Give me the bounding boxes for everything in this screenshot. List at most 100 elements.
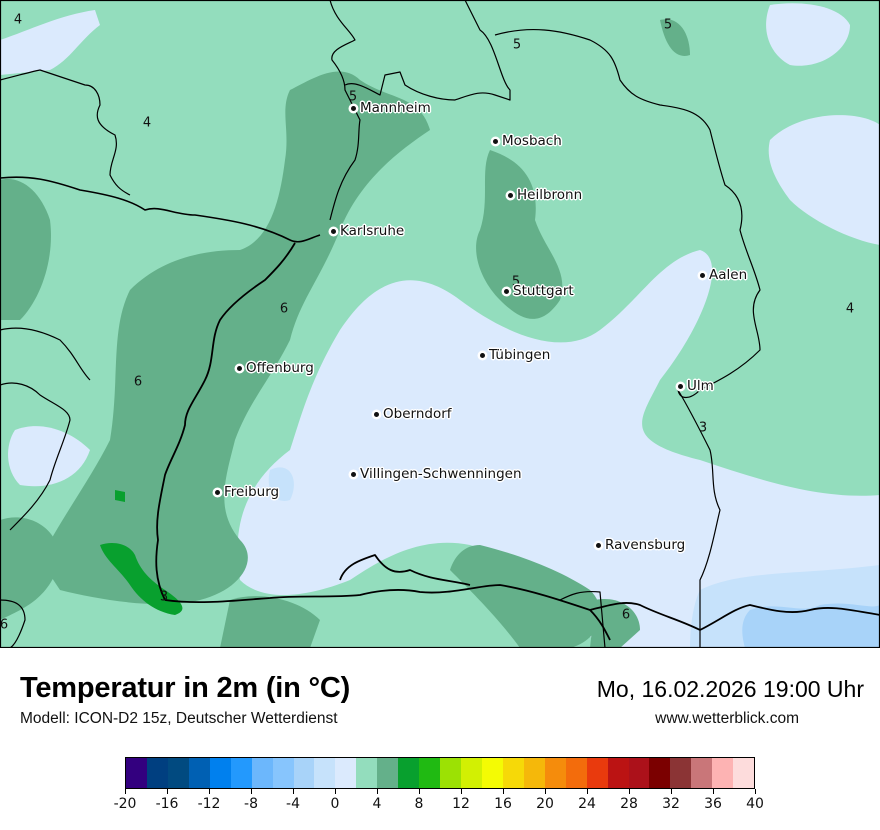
city-label: Tübingen: [489, 347, 551, 363]
colorbar-segment: [251, 758, 273, 788]
colorbar-tick-label: 32: [662, 796, 680, 812]
colorbar-segment: [502, 758, 524, 788]
isoline-label: 3: [159, 589, 169, 605]
colorbar-tick-label: -8: [244, 796, 258, 812]
city-dot-icon: [508, 192, 513, 198]
colorbar-segment: [419, 758, 441, 788]
isoline-label: 4: [142, 115, 152, 131]
colorbar-tick-label: 24: [578, 796, 596, 812]
isoline-label: 4: [845, 301, 855, 317]
city-marker-mannheim: Mannheim: [351, 100, 431, 116]
map-canvas: [0, 0, 880, 648]
colorbar-segment: [356, 758, 378, 788]
city-marker-villingen-schwenningen: Villingen-Schwenningen: [351, 466, 522, 482]
isoline-label: 6: [133, 374, 143, 390]
colorbar-tick-label: 8: [414, 796, 424, 812]
city-dot-icon: [678, 383, 683, 389]
isoline-label: 6: [0, 617, 9, 633]
colorbar-segment: [586, 758, 608, 788]
city-dot-icon: [596, 542, 601, 548]
city-dot-icon: [237, 365, 242, 371]
colorbar-tick-label: -16: [155, 796, 179, 812]
colorbar-tick-label: -12: [197, 796, 221, 812]
isoline-label: 5: [511, 274, 521, 290]
city-label: Stuttgart: [513, 283, 574, 299]
colorbar-tick-mark: [712, 789, 714, 794]
isoline-label: 5: [512, 37, 522, 53]
colorbar-tick-mark: [292, 789, 294, 794]
colorbar-tick-mark: [376, 789, 378, 794]
city-dot-icon: [215, 489, 220, 495]
colorbar-segment: [440, 758, 461, 788]
colorbar-segment: [377, 758, 399, 788]
city-marker-oberndorf: Oberndorf: [374, 406, 452, 422]
colorbar-tick-mark: [334, 789, 336, 794]
isoline-label: 3: [698, 420, 708, 436]
city-marker-ravensburg: Ravensburg: [596, 537, 685, 553]
colorbar-tick-mark: [502, 789, 504, 794]
colorbar-segment: [188, 758, 210, 788]
city-dot-icon: [504, 288, 509, 294]
colorbar-segment: [649, 758, 671, 788]
colorbar-tick-label: 16: [494, 796, 512, 812]
colorbar-segment: [607, 758, 629, 788]
colorbar-tick-label: 28: [620, 796, 638, 812]
colorbar-segment: [126, 758, 147, 788]
city-marker-mosbach: Mosbach: [493, 133, 562, 149]
colorbar-tick-mark: [754, 789, 756, 794]
city-dot-icon: [374, 411, 379, 417]
city-marker-offenburg: Offenburg: [237, 360, 314, 376]
city-label: Ravensburg: [605, 537, 686, 553]
city-marker-stuttgart: Stuttgart: [504, 283, 574, 299]
colorbar-tick-mark: [460, 789, 462, 794]
colorbar-segment: [523, 758, 545, 788]
website-link[interactable]: www.wetterblick.com: [655, 710, 799, 727]
colorbar-tick-label: 4: [372, 796, 382, 812]
city-dot-icon: [493, 138, 498, 144]
colorbar-tick-mark: [544, 789, 546, 794]
colorbar-segment: [628, 758, 650, 788]
colorbar-tick-label: -20: [113, 796, 137, 812]
city-marker-ulm: Ulm: [678, 378, 714, 394]
colorbar-segment: [733, 758, 755, 788]
city-label: Ulm: [687, 378, 714, 394]
colorbar-segment: [544, 758, 566, 788]
colorbar-tick-mark: [418, 789, 420, 794]
colorbar-tick-mark: [586, 789, 588, 794]
colorbar-segment: [230, 758, 252, 788]
colorbar-segment: [167, 758, 189, 788]
colorbar-tick-mark: [166, 789, 168, 794]
colorbar-segment: [670, 758, 692, 788]
colorbar-segment: [398, 758, 420, 788]
city-label: Heilbronn: [517, 187, 583, 203]
isoline-label: 4: [13, 12, 23, 28]
city-label: Karlsruhe: [340, 223, 405, 239]
colorbar-segment: [565, 758, 587, 788]
model-subtitle: Modell: ICON-D2 15z, Deutscher Wetterdie…: [20, 710, 338, 727]
colorbar-tick-label: 0: [330, 796, 340, 812]
colorbar-segment: [314, 758, 336, 788]
colorbar-ticks: -20 -16 -12 -8 -4 0 4 8 12 16 20 24 28 32 36 40: [114, 789, 764, 819]
colorbar-segment: [335, 758, 357, 788]
isoline-label: 6: [621, 607, 631, 623]
city-dot-icon: [351, 471, 356, 477]
city-label: Freiburg: [224, 484, 280, 500]
chart-title: Temperatur in 2m (in °C): [20, 672, 351, 704]
colorbar-tick-mark: [250, 789, 252, 794]
isoline-label: 5: [348, 89, 358, 105]
colorbar-segment: [691, 758, 713, 788]
colorbar-tick-label: 12: [452, 796, 470, 812]
colorbar-segment: [146, 758, 168, 788]
city-dot-icon: [351, 105, 356, 111]
colorbar-tick-label: -4: [286, 796, 300, 812]
city-marker-tuebingen: Tübingen: [480, 347, 550, 363]
city-marker-freiburg: Freiburg: [215, 484, 279, 500]
colorbar-tick-label: 36: [704, 796, 722, 812]
temperature-colorbar: [125, 757, 755, 789]
colorbar-tick-mark: [670, 789, 672, 794]
city-dot-icon: [480, 352, 485, 358]
isoline-label: 6: [279, 301, 289, 317]
colorbar-segment: [272, 758, 294, 788]
colorbar-tick-mark: [208, 789, 210, 794]
colorbar-tick-label: 20: [536, 796, 554, 812]
